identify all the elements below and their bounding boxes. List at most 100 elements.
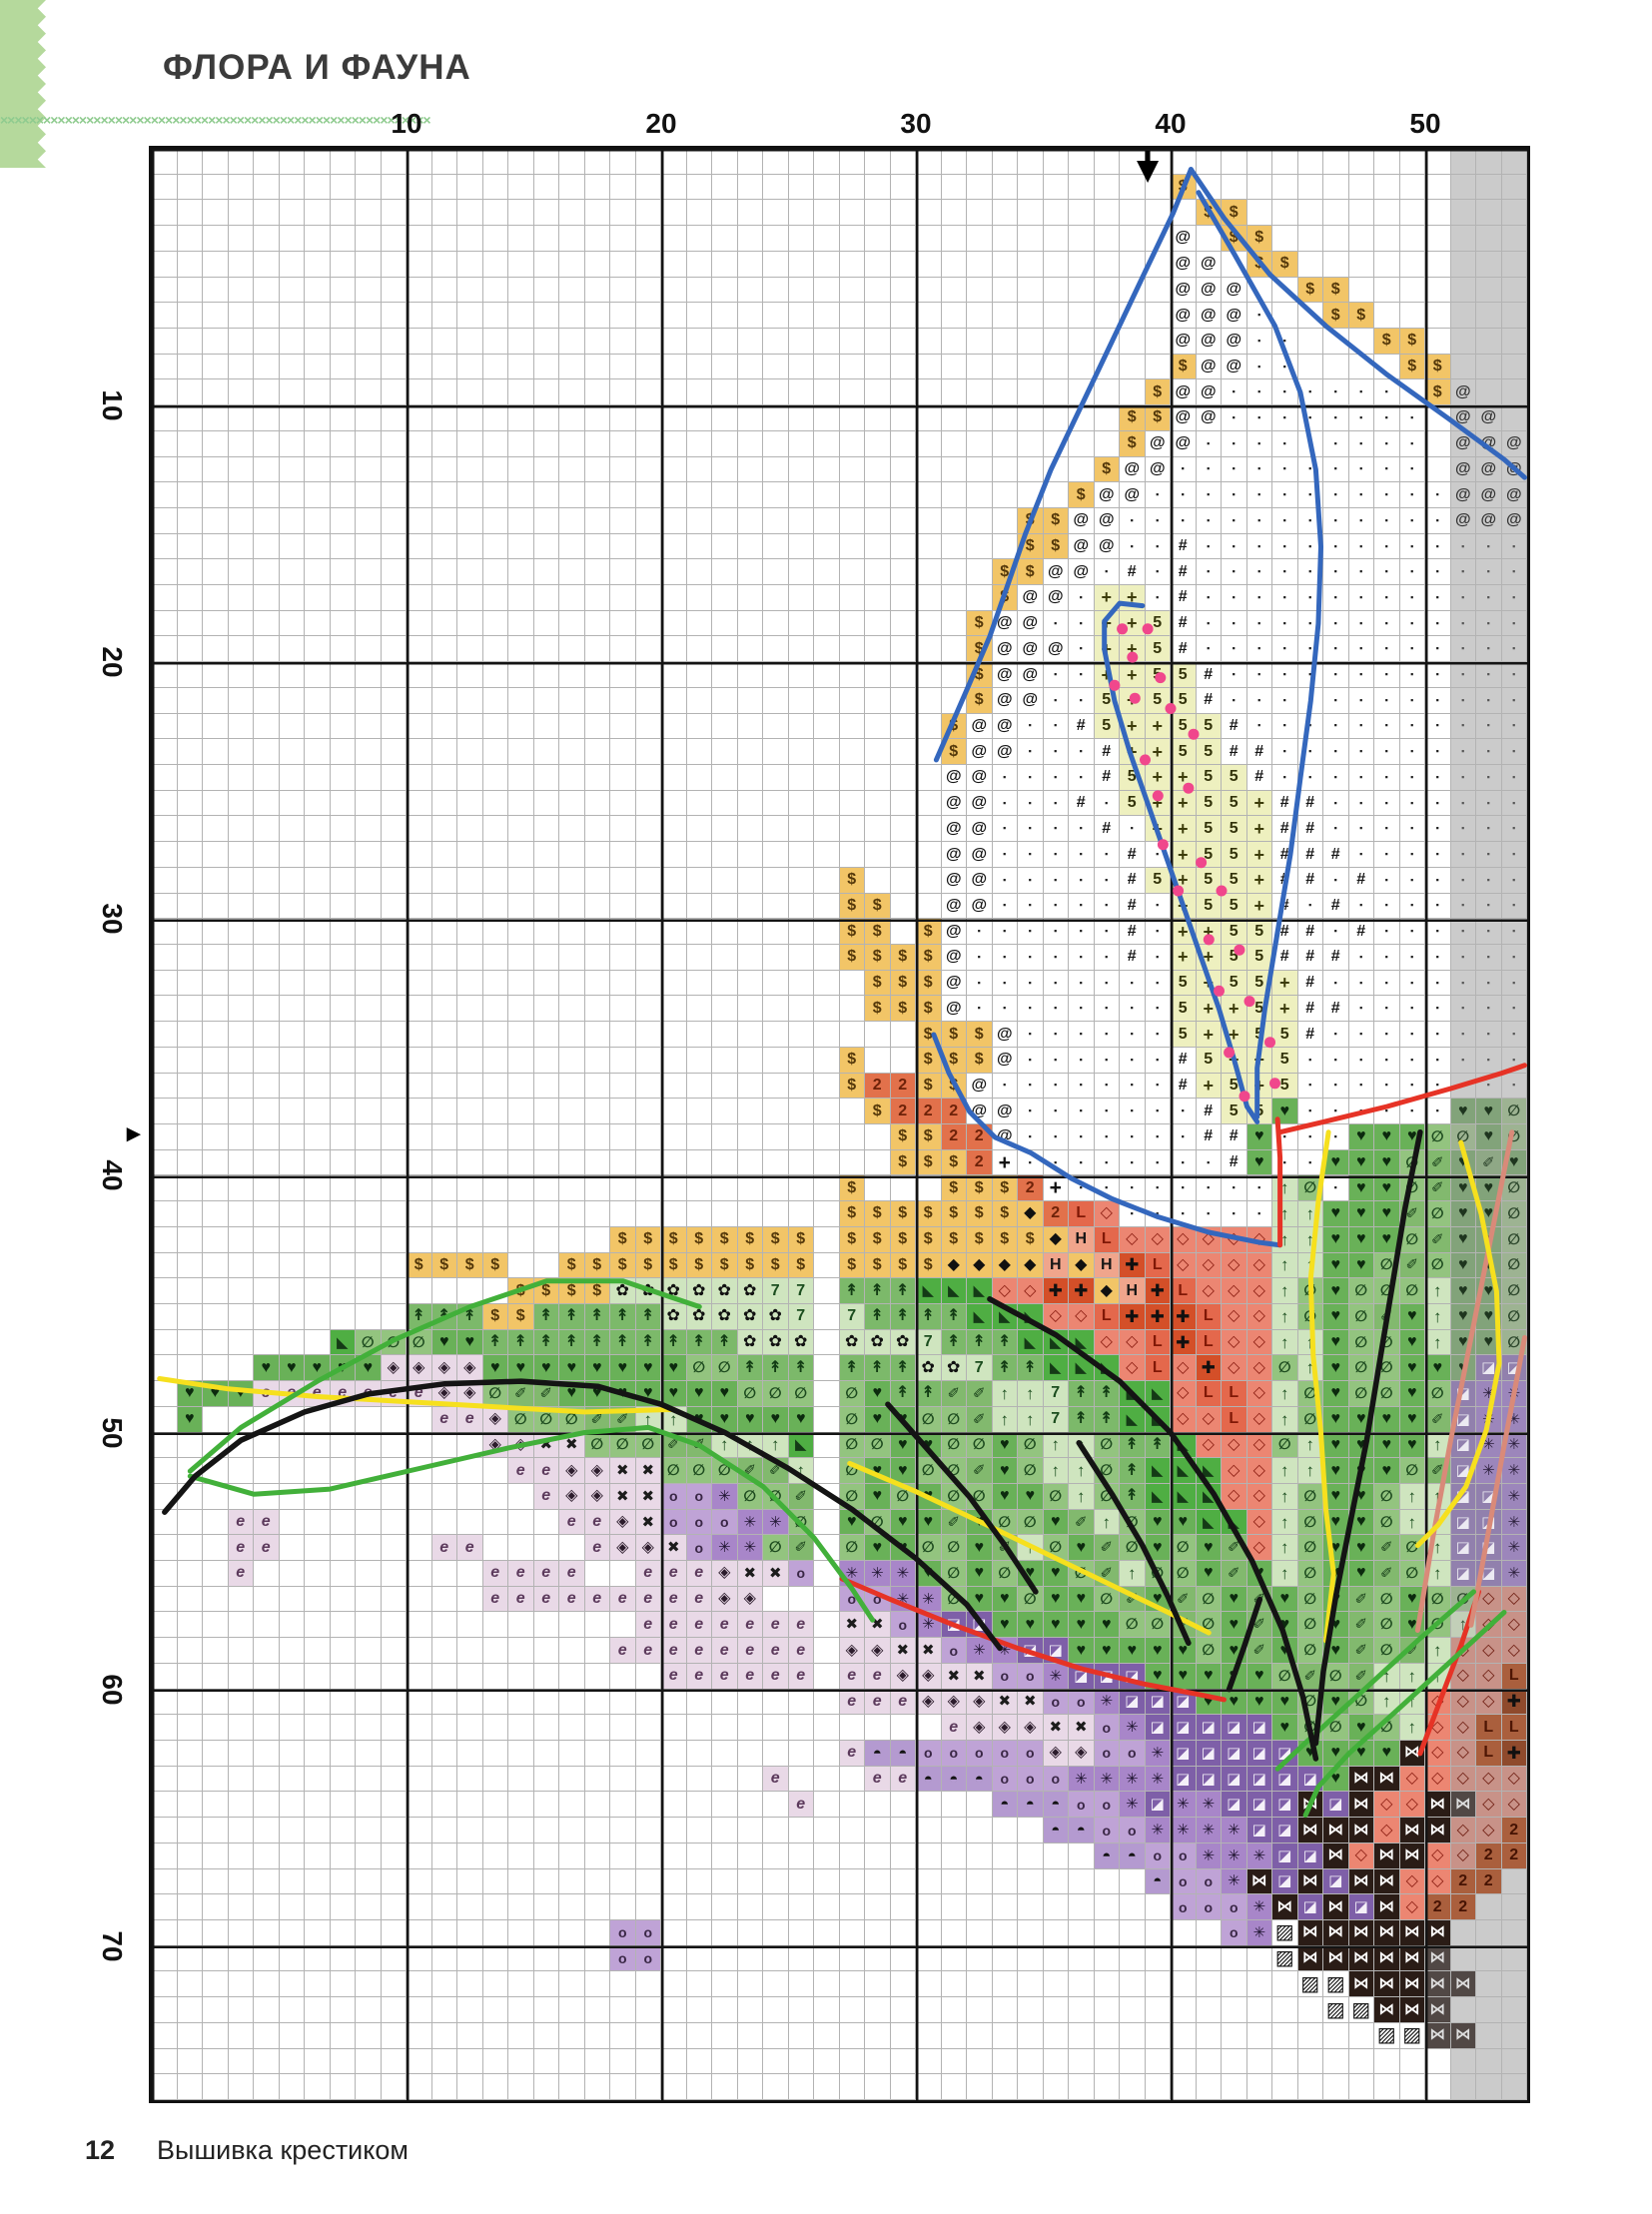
stitch-cell: ▪ xyxy=(1374,430,1400,457)
stitch-cell xyxy=(381,687,407,714)
stitch-cell xyxy=(814,354,840,380)
stitch-cell: ♥ xyxy=(1094,1612,1120,1639)
stitch-cell xyxy=(916,1868,942,1895)
stitch-cell xyxy=(559,303,585,329)
stitch-cell: + xyxy=(1120,662,1146,688)
stitch-cell xyxy=(559,816,585,843)
stitch-cell xyxy=(788,1586,814,1613)
stitch-cell xyxy=(814,1123,840,1150)
stitch-cell xyxy=(330,2048,356,2075)
stitch-cell: ▪ xyxy=(1297,430,1323,457)
stitch-cell xyxy=(482,1741,508,1767)
stitch-cell xyxy=(661,636,687,663)
stitch-cell: ◇ xyxy=(1043,1303,1069,1330)
stitch-cell: ▨ xyxy=(1374,2022,1400,2049)
stitch-cell xyxy=(330,1123,356,1150)
stitch-cell: $ xyxy=(865,945,891,971)
stitch-cell: ∅ xyxy=(1043,1483,1069,1510)
stitch-cell xyxy=(457,2074,483,2100)
stitch-cell xyxy=(228,970,254,997)
stitch-cell: ∅ xyxy=(559,1406,585,1433)
stitch-cell xyxy=(482,1099,508,1124)
stitch-cell xyxy=(254,2048,280,2075)
stitch-cell xyxy=(890,765,916,791)
stitch-cell xyxy=(330,1483,356,1510)
stitch-cell xyxy=(381,1483,407,1510)
stitch-cell: ∅ xyxy=(1501,1278,1527,1304)
stitch-cell xyxy=(610,1123,636,1150)
stitch-cell: @ xyxy=(941,996,967,1023)
stitch-cell: ▪ xyxy=(1501,919,1527,946)
stitch-cell: ✖ xyxy=(635,1458,661,1484)
stitch-cell: ✳ xyxy=(1501,1561,1527,1587)
stitch-cell xyxy=(1018,482,1044,508)
stitch-cell xyxy=(482,2048,508,2075)
stitch-cell xyxy=(967,2022,993,2049)
stitch-cell xyxy=(737,1868,763,1895)
stitch-cell: ◣ xyxy=(1120,1381,1146,1407)
stitch-cell: ◪ xyxy=(1120,1663,1146,1690)
stitch-cell: ✐ xyxy=(763,1458,789,1484)
stitch-cell xyxy=(661,1022,687,1048)
stitch-cell: e xyxy=(559,1561,585,1587)
stitch-cell xyxy=(152,303,178,329)
stitch-cell xyxy=(788,1123,814,1150)
stitch-cell: ▪ xyxy=(1043,996,1069,1023)
stitch-cell xyxy=(737,739,763,766)
stitch-cell xyxy=(407,226,432,252)
stitch-cell xyxy=(763,1818,789,1844)
stitch-cell xyxy=(737,1894,763,1921)
stitch-cell: ▪ xyxy=(1450,1022,1476,1048)
stitch-cell xyxy=(1450,354,1476,380)
stitch-cell xyxy=(839,1868,865,1895)
stitch-cell xyxy=(1145,1894,1171,1921)
stitch-cell: ∅ xyxy=(1399,1561,1425,1587)
stitch-cell: ◇ xyxy=(1222,1303,1247,1330)
stitch-cell xyxy=(890,1997,916,2023)
stitch-cell xyxy=(1043,456,1069,483)
stitch-cell xyxy=(737,1792,763,1819)
stitch-cell xyxy=(737,2048,763,2075)
stitch-cell: ✐ xyxy=(1094,1535,1120,1562)
stitch-cell: ♥ xyxy=(967,1586,993,1613)
stitch-cell: + xyxy=(1246,790,1272,817)
stitch-cell xyxy=(305,226,331,252)
stitch-cell xyxy=(152,174,178,201)
stitch-cell xyxy=(203,1022,229,1048)
stitch-cell xyxy=(610,867,636,894)
stitch-cell xyxy=(1246,1945,1272,1972)
stitch-cell: ✖ xyxy=(661,1535,687,1562)
stitch-cell: 5 xyxy=(1196,816,1222,843)
stitch-cell xyxy=(152,1278,178,1304)
stitch-cell: ▪ xyxy=(992,867,1018,894)
stitch-cell: e xyxy=(254,1535,280,1562)
stitch-cell xyxy=(508,379,534,406)
stitch-cell xyxy=(686,200,712,227)
stitch-cell xyxy=(661,1175,687,1202)
stitch-cell: 5 xyxy=(1094,713,1120,740)
stitch-cell xyxy=(1094,379,1120,406)
stitch-cell xyxy=(814,405,840,431)
stitch-cell: ♥ xyxy=(1374,1432,1400,1459)
stitch-cell xyxy=(584,1175,610,1202)
stitch-cell: ▪ xyxy=(1425,482,1451,508)
stitch-cell: @ xyxy=(992,1123,1018,1150)
stitch-cell: ◓ xyxy=(1043,1818,1069,1844)
stitch-cell xyxy=(610,1971,636,1998)
stitch-cell: ▪ xyxy=(1476,765,1502,791)
stitch-cell xyxy=(356,149,382,175)
stitch-cell: 2 xyxy=(1450,1868,1476,1895)
stitch-cell xyxy=(482,739,508,766)
stitch-cell: $ xyxy=(1018,1226,1044,1253)
stitch-cell xyxy=(890,585,916,611)
stitch-cell xyxy=(814,1406,840,1433)
stitch-cell: ♥ xyxy=(1323,1612,1349,1639)
stitch-cell: ∅ xyxy=(890,1483,916,1510)
stitch-cell: ▪ xyxy=(1450,765,1476,791)
stitch-cell xyxy=(279,1047,305,1074)
stitch-cell: # xyxy=(1297,867,1323,894)
stitch-cell xyxy=(279,662,305,688)
stitch-cell xyxy=(967,149,993,175)
stitch-cell xyxy=(814,2022,840,2049)
stitch-cell xyxy=(254,226,280,252)
